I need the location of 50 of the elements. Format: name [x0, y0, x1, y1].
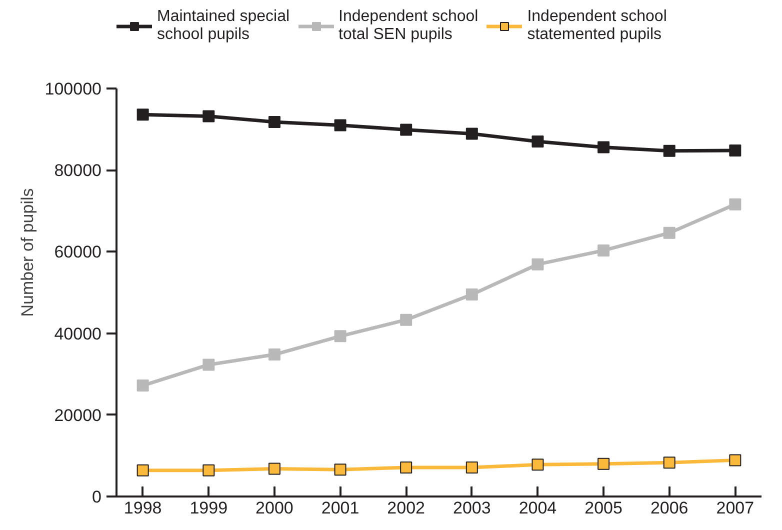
point [532, 458, 544, 471]
point [136, 464, 149, 476]
x-tick-label: 1999 [190, 498, 228, 518]
point [334, 119, 346, 132]
y-axis-title: Number of pupils [18, 188, 37, 317]
x-tick-label: 1998 [124, 498, 162, 518]
y-tick-label: 100000 [44, 80, 102, 98]
point [663, 226, 676, 239]
point [268, 348, 280, 361]
point [136, 380, 149, 392]
point [334, 464, 346, 476]
point [598, 458, 610, 470]
point [532, 136, 544, 148]
x-tick-label: 2002 [387, 498, 426, 518]
x-tick-label: 2004 [518, 498, 557, 518]
legend-label: Independent school statemented pupils [527, 8, 667, 44]
point [334, 330, 346, 342]
point [663, 144, 676, 157]
point [400, 314, 412, 326]
point [136, 108, 149, 121]
point [268, 116, 280, 128]
point [466, 462, 478, 474]
point [202, 464, 215, 476]
point [663, 456, 676, 469]
x-tick-label: 2003 [453, 498, 491, 518]
y-tick-label: 80000 [54, 161, 102, 180]
point [202, 110, 215, 122]
point [268, 462, 280, 475]
point [729, 144, 742, 157]
point [466, 288, 478, 301]
y-tick-label: 40000 [54, 324, 102, 344]
point [532, 258, 544, 270]
x-tick-label: 2000 [256, 498, 294, 518]
legend-label: Independent school total SEN pupils [338, 8, 478, 44]
y-tick-label: 0 [92, 488, 102, 506]
x-tick-label: 2001 [321, 498, 360, 518]
y-tick-label: 60000 [54, 242, 102, 262]
point [598, 141, 610, 154]
point [466, 128, 478, 140]
point [598, 244, 610, 256]
point [202, 358, 215, 371]
x-tick-label: 2005 [584, 498, 622, 518]
legend-label: Maintained special school pupils [157, 8, 290, 44]
y-tick-label: 20000 [54, 406, 102, 425]
x-tick-label: 2007 [716, 498, 754, 518]
point [400, 124, 412, 136]
x-tick-label: 2006 [650, 498, 688, 518]
point [729, 454, 742, 466]
point [400, 462, 412, 474]
point [729, 198, 742, 210]
